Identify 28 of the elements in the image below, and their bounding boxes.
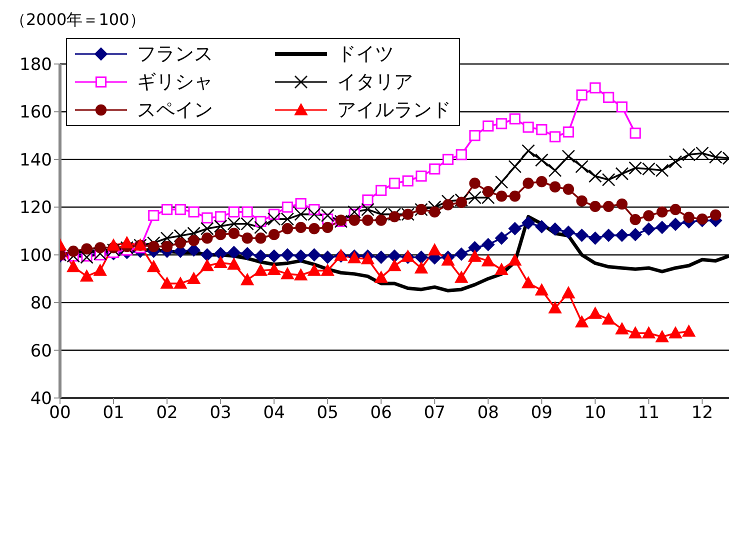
legend-label: ドイツ: [337, 42, 394, 67]
x-tick-label: 00: [49, 403, 71, 424]
legend-label: スペイン: [137, 98, 213, 123]
legend-label: ギリシャ: [137, 70, 213, 95]
x-tick-label: 03: [210, 403, 232, 424]
x-tick-label: 08: [477, 403, 499, 424]
x-tick-label: 05: [316, 403, 338, 424]
y-tick-label: 40: [30, 389, 52, 410]
x-tick-label: 11: [638, 403, 660, 424]
x-tick-label: 06: [370, 403, 392, 424]
x-tick-label: 09: [530, 403, 552, 424]
y-tick-label: 120: [20, 198, 52, 218]
x-tick-label: 10: [584, 403, 606, 424]
x-tick-label: 12: [691, 403, 714, 424]
legend-label: アイルランド: [337, 98, 451, 123]
legend-label: フランス: [137, 42, 213, 67]
legend-label: イタリア: [337, 70, 413, 95]
y-tick-label: 100: [20, 246, 52, 266]
y-tick-label: 180: [20, 55, 52, 76]
x-tick-label: 07: [424, 403, 446, 424]
x-tick-label: 04: [263, 403, 285, 424]
x-tick-label: 02: [156, 403, 178, 424]
y-tick-label: 60: [30, 341, 52, 362]
y-tick-label: 160: [20, 102, 52, 123]
y-axis-title: （2000年＝100）: [10, 10, 146, 31]
y-tick-label: 140: [20, 150, 52, 170]
y-tick-label: 80: [30, 294, 52, 314]
x-tick-label: 01: [102, 403, 124, 424]
